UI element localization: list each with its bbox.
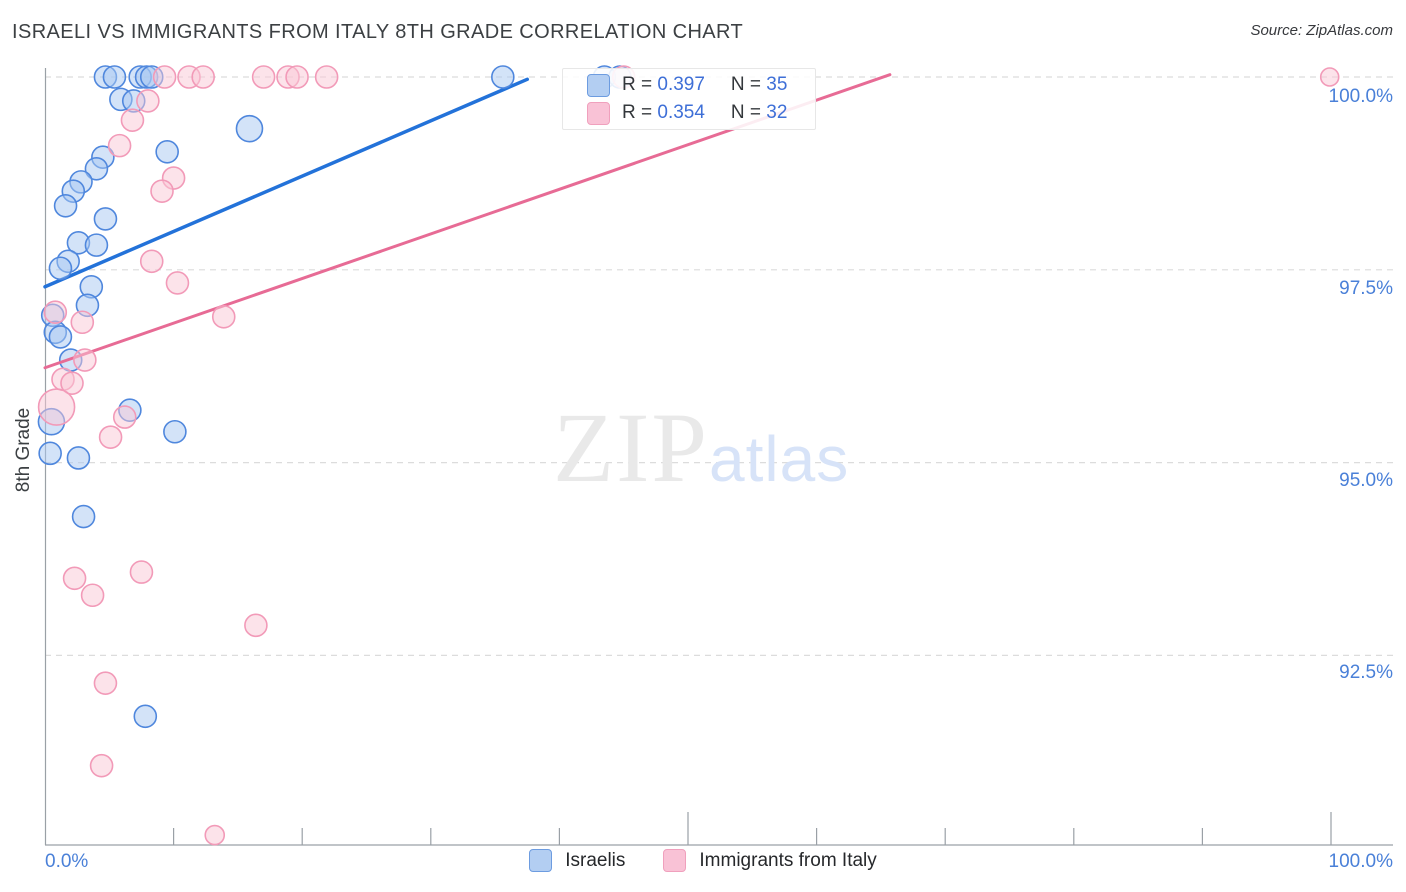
source-attribution: Source: ZipAtlas.com: [1250, 22, 1393, 39]
scatter-point-italy[interactable]: [251, 65, 276, 89]
series-legend: Israelis Immigrants from Italy: [0, 849, 1406, 872]
chart-title: ISRAELI VS IMMIGRANTS FROM ITALY 8TH GRA…: [12, 21, 744, 43]
scatter-point-israelis[interactable]: [66, 446, 91, 470]
legend-row-italy: R = 0.354 N = 32: [587, 101, 815, 125]
r-label: R =: [622, 102, 658, 123]
r-value-israelis: 0.397: [657, 74, 705, 95]
scatter-point-israelis[interactable]: [38, 441, 62, 466]
scatter-point-italy[interactable]: [204, 824, 226, 846]
scatter-point-italy[interactable]: [60, 371, 84, 395]
scatter-point-italy[interactable]: [62, 566, 87, 591]
y-tick-label-97-5: 97.5%: [1339, 278, 1393, 299]
scatter-point-italy[interactable]: [244, 613, 268, 638]
scatter-point-italy[interactable]: [129, 560, 154, 584]
n-value-israelis: 35: [766, 74, 788, 95]
scatter-point-italy[interactable]: [93, 671, 118, 695]
legend-label-israelis: Israelis: [565, 849, 626, 871]
scatter-point-italy[interactable]: [1319, 67, 1340, 87]
scatter-point-italy[interactable]: [150, 179, 174, 203]
n-label: N =: [730, 102, 767, 123]
scatter-point-italy[interactable]: [80, 583, 105, 608]
scatter-point-italy[interactable]: [37, 388, 76, 426]
scatter-point-italy[interactable]: [112, 405, 137, 429]
y-axis-title: 8th Grade: [13, 407, 34, 493]
italy-swatch-icon: [587, 101, 610, 125]
scatter-point-italy[interactable]: [136, 89, 160, 113]
scatter-point-israelis[interactable]: [48, 256, 73, 281]
n-value-italy: 32: [766, 102, 788, 123]
scatter-point-israelis[interactable]: [102, 65, 127, 89]
y-tick-label-92-5: 92.5%: [1339, 662, 1393, 683]
scatter-point-italy[interactable]: [165, 271, 190, 295]
r-label: R =: [622, 74, 658, 95]
israelis-swatch-icon: [529, 849, 553, 872]
scatter-point-italy[interactable]: [139, 249, 164, 274]
scatter-point-italy[interactable]: [43, 300, 68, 325]
scatter-point-italy[interactable]: [152, 65, 177, 89]
scatter-point-italy[interactable]: [191, 65, 215, 89]
scatter-point-italy[interactable]: [107, 133, 132, 158]
x-tick-label-100: 100.0%: [1328, 851, 1393, 872]
scatter-point-israelis[interactable]: [93, 207, 118, 231]
legend-row-israelis: R = 0.397 N = 35: [587, 73, 815, 97]
scatter-point-israelis[interactable]: [163, 419, 187, 444]
x-tick-label-0: 0.0%: [45, 851, 89, 872]
scatter-point-israelis[interactable]: [235, 114, 264, 143]
scatter-point-italy[interactable]: [98, 425, 123, 449]
scatter-point-italy[interactable]: [285, 65, 309, 89]
israelis-swatch-icon: [587, 73, 610, 97]
scatter-point-israelis[interactable]: [84, 156, 109, 181]
scatter-point-israelis[interactable]: [71, 504, 96, 529]
italy-swatch-icon: [663, 849, 687, 872]
scatter-point-israelis[interactable]: [48, 325, 73, 349]
y-tick-label-95: 95.0%: [1339, 470, 1393, 491]
n-label: N =: [730, 74, 767, 95]
scatter-point-israelis[interactable]: [53, 193, 78, 218]
scatter-point-italy[interactable]: [120, 108, 145, 132]
scatter-point-italy[interactable]: [314, 65, 339, 89]
scatter-point-israelis[interactable]: [155, 140, 179, 164]
scatter-point-israelis[interactable]: [133, 704, 158, 729]
trendline-israelis: [43, 77, 529, 289]
scatter-point-italy[interactable]: [211, 305, 236, 329]
scatter-point-israelis[interactable]: [491, 65, 515, 89]
scatter-point-italy[interactable]: [89, 753, 114, 778]
r-value-italy: 0.354: [657, 102, 705, 123]
legend-item-israelis[interactable]: Israelis: [529, 849, 625, 872]
correlation-legend-box: R = 0.397 N = 35 R = 0.354 N = 32: [562, 68, 816, 130]
y-tick-label-100: 100.0%: [1328, 86, 1393, 107]
scatter-point-italy[interactable]: [70, 310, 95, 335]
scatter-point-italy[interactable]: [73, 348, 97, 372]
scatter-point-israelis[interactable]: [84, 233, 109, 257]
legend-label-italy: Immigrants from Italy: [699, 849, 877, 871]
legend-item-italy[interactable]: Immigrants from Italy: [663, 849, 877, 872]
